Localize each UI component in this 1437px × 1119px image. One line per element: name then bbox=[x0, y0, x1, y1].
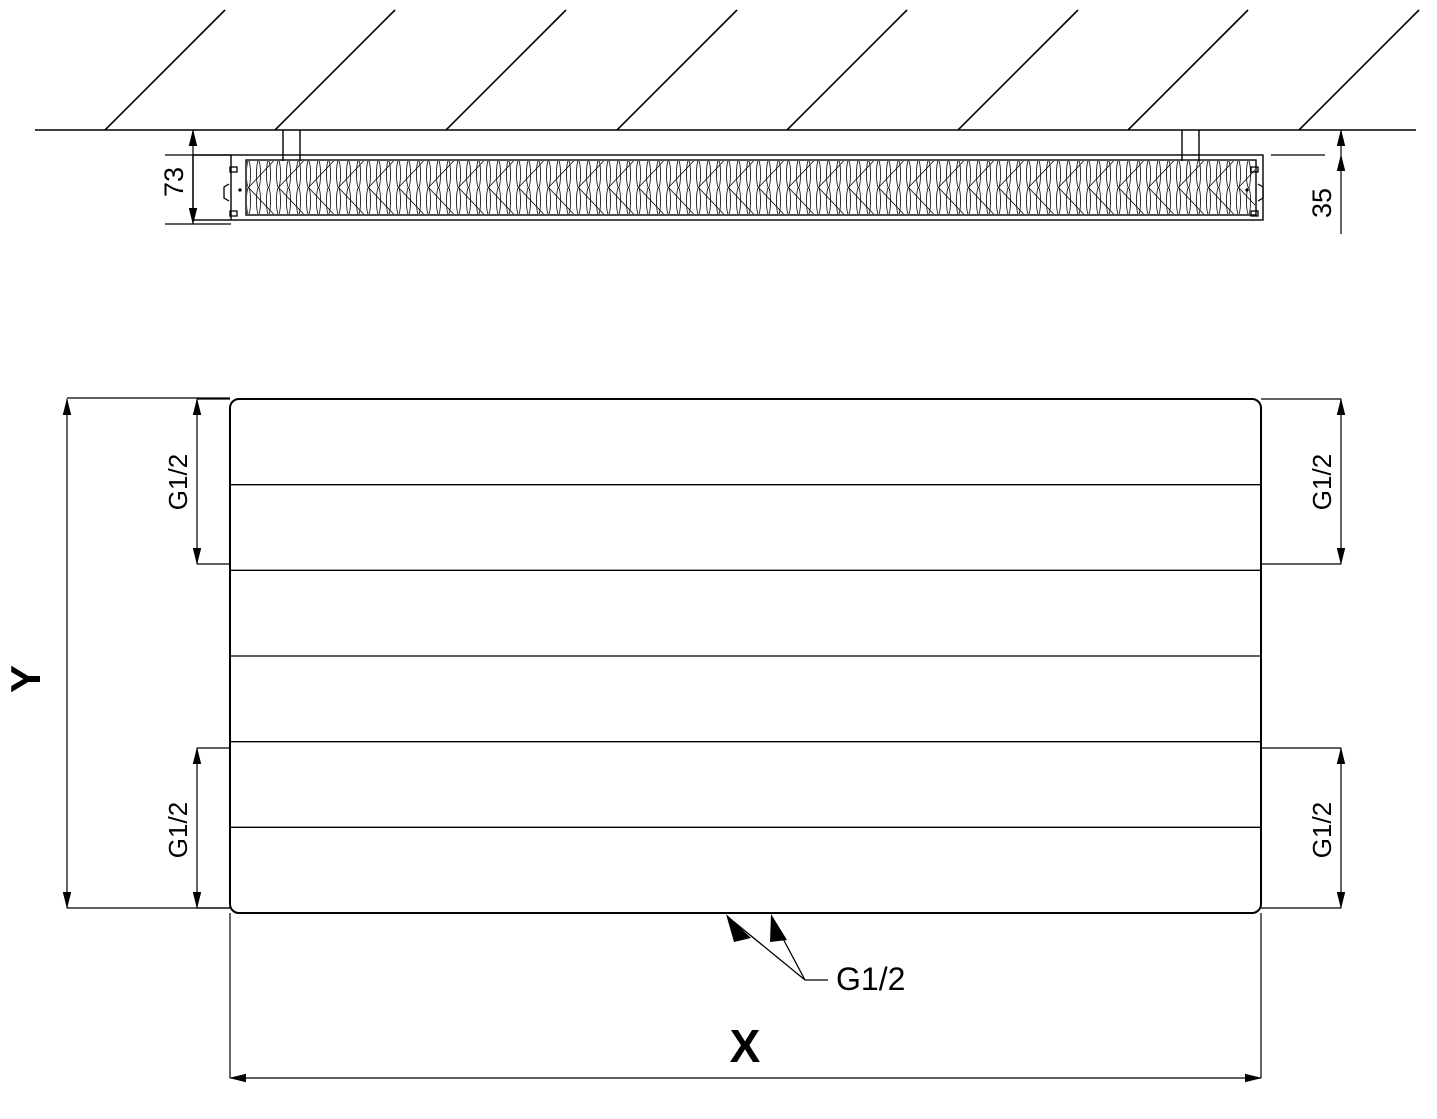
svg-text:73: 73 bbox=[159, 167, 189, 197]
svg-text:G1/2: G1/2 bbox=[836, 961, 905, 997]
svg-text:G1/2: G1/2 bbox=[1307, 802, 1337, 858]
svg-text:G1/2: G1/2 bbox=[163, 802, 193, 858]
svg-text:G1/2: G1/2 bbox=[1307, 454, 1337, 510]
svg-text:35: 35 bbox=[1307, 188, 1337, 218]
svg-text:X: X bbox=[730, 1020, 761, 1072]
svg-text:Y: Y bbox=[2, 665, 49, 693]
svg-text:G1/2: G1/2 bbox=[163, 454, 193, 510]
